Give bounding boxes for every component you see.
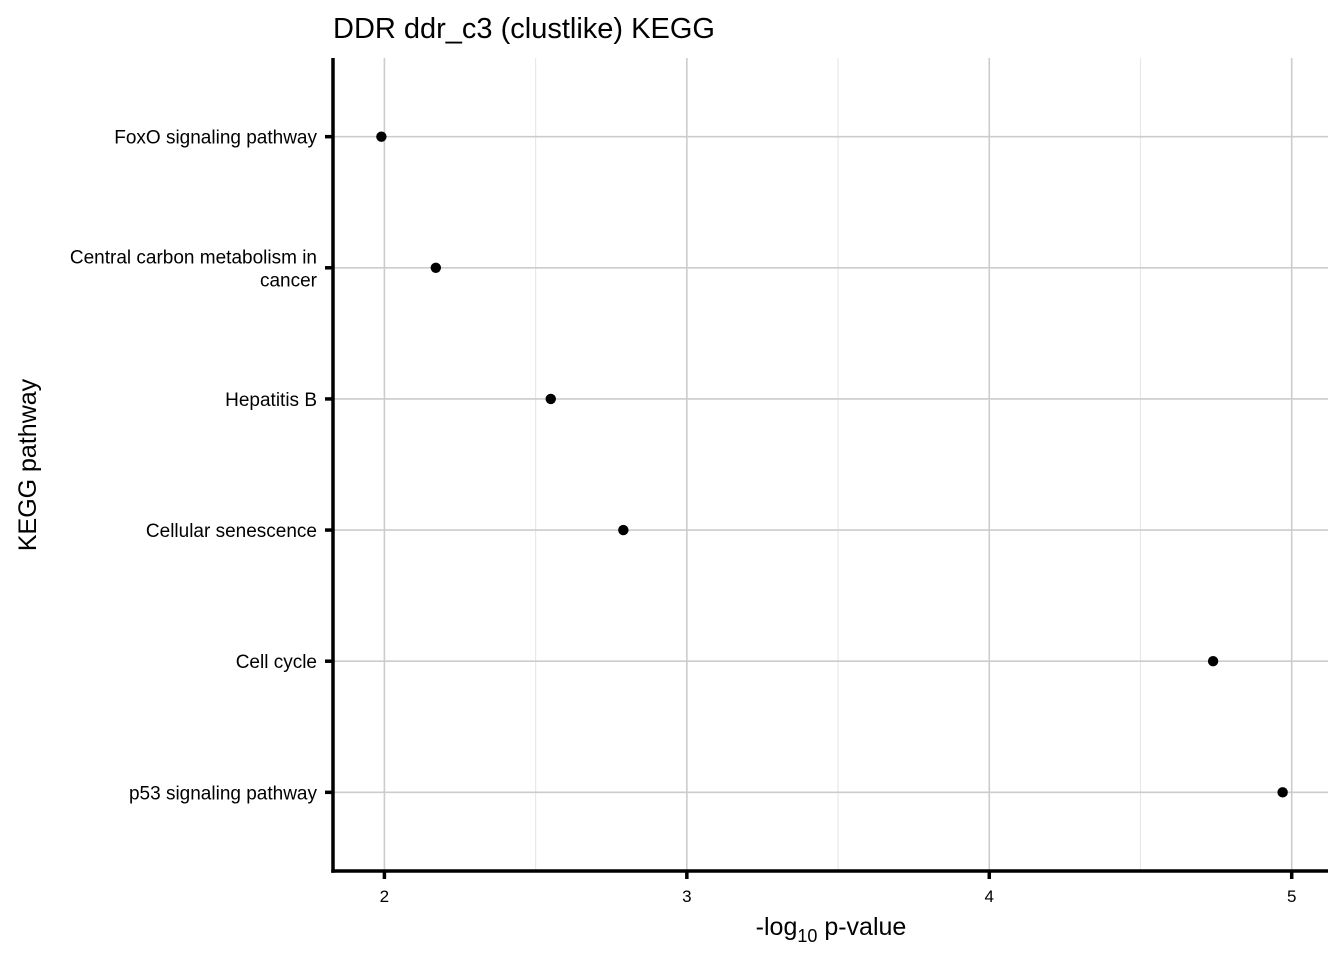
x-axis-title-prefix: -log bbox=[756, 913, 798, 941]
y-tick-label: FoxO signaling pathway bbox=[114, 128, 317, 149]
x-axis-title-subscript: 10 bbox=[797, 926, 817, 946]
y-tick-label: p53 signaling pathway bbox=[129, 783, 318, 804]
x-tick-label: 3 bbox=[682, 887, 691, 906]
x-tick-label: 2 bbox=[380, 887, 389, 906]
data-point bbox=[545, 393, 556, 405]
y-tick-label-line: p53 signaling pathway bbox=[129, 783, 318, 804]
data-point bbox=[376, 131, 387, 142]
y-axis-title: KEGG pathway bbox=[14, 378, 42, 551]
points bbox=[376, 131, 1288, 798]
data-point bbox=[430, 262, 442, 274]
x-labels: 2 3 4 5 bbox=[380, 887, 1297, 906]
y-tick-label: Hepatitis B bbox=[225, 390, 317, 411]
data-point bbox=[618, 524, 629, 536]
data-point bbox=[1277, 787, 1288, 798]
y-tick-label: Cellular senescence bbox=[146, 521, 317, 542]
y-tick-label: Central carbon metabolism in cancer bbox=[70, 247, 318, 291]
chart-title: DDR ddr_c3 (clustlike) KEGG bbox=[333, 13, 715, 45]
y-tick-label-line: Hepatitis B bbox=[225, 390, 317, 411]
x-tick-label: 4 bbox=[985, 887, 994, 906]
y-tick-label-line: Central carbon metabolism in bbox=[70, 247, 317, 268]
y-tick-label-line: Cellular senescence bbox=[146, 521, 317, 542]
y-tick-label-line: FoxO signaling pathway bbox=[114, 128, 317, 149]
x-axis-title-suffix: p-value bbox=[817, 913, 906, 941]
y-tick-label: Cell cycle bbox=[236, 652, 317, 673]
data-point bbox=[1207, 655, 1219, 667]
x-tick-label: 5 bbox=[1287, 887, 1296, 906]
y-labels: FoxO signaling pathway Central carbon met… bbox=[70, 128, 318, 805]
axes bbox=[325, 58, 1328, 879]
y-tick-label-line: Cell cycle bbox=[236, 652, 317, 673]
grid bbox=[333, 58, 1328, 871]
x-axis-title: -log10 p-value bbox=[756, 913, 907, 946]
y-tick-label-line: cancer bbox=[260, 270, 318, 291]
